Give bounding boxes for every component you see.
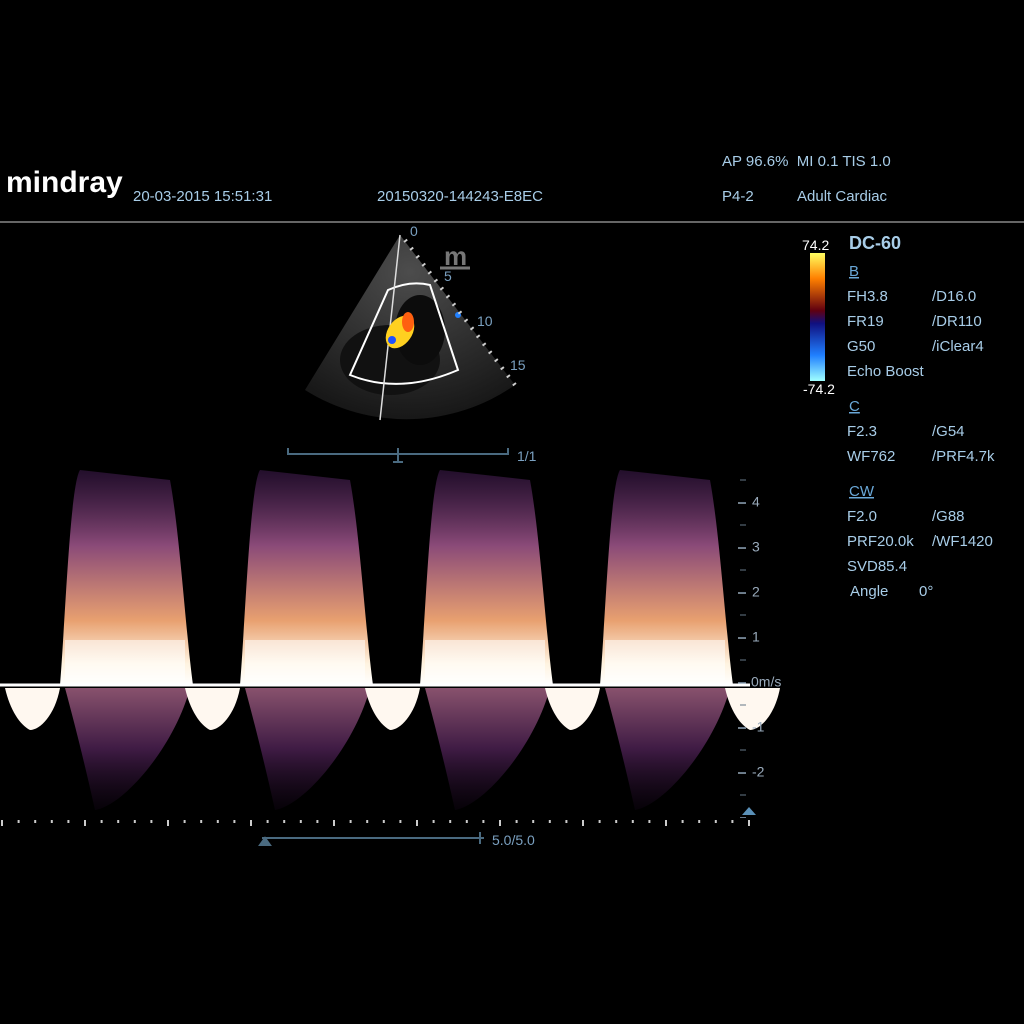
axis-marker bbox=[742, 807, 756, 815]
velocity-label: 4 bbox=[752, 494, 760, 510]
parameter: /WF1420 bbox=[932, 533, 993, 550]
valve-click bbox=[5, 688, 60, 730]
parameter-panel: B FH3.8/D16.0 FR19/DR110 G50/iClear4 Echo Bo… bbox=[847, 263, 995, 600]
flow-core bbox=[425, 640, 545, 680]
doppler-spectrum bbox=[5, 470, 780, 810]
parameter: SVD85.4 bbox=[847, 558, 907, 575]
flow-core bbox=[245, 640, 365, 680]
color-bar bbox=[810, 253, 825, 381]
reverse-flow bbox=[65, 688, 190, 810]
parameter: FH3.8 bbox=[847, 288, 888, 305]
valve-click bbox=[725, 688, 780, 730]
velocity-label: -2 bbox=[752, 764, 765, 780]
reverse-flow bbox=[605, 688, 730, 810]
valve-click bbox=[185, 688, 240, 730]
sweep-speed: 5.0/5.0 bbox=[492, 832, 535, 848]
systolic-flow bbox=[60, 470, 193, 685]
velocity-label: 3 bbox=[752, 539, 760, 555]
parameter: /G88 bbox=[932, 508, 965, 525]
depth-mark: 10 bbox=[477, 313, 493, 329]
valve-click bbox=[545, 688, 600, 730]
datetime: 20-03-2015 15:51:31 bbox=[133, 188, 272, 205]
reverse-flow bbox=[245, 688, 370, 810]
flow-core bbox=[605, 640, 725, 680]
parameter: /G54 bbox=[932, 423, 965, 440]
parameter: PRF20.0k bbox=[847, 533, 914, 550]
velocity-label: 2 bbox=[752, 584, 760, 600]
systolic-flow bbox=[420, 470, 553, 685]
section-title: B bbox=[849, 263, 859, 280]
valve-click bbox=[365, 688, 420, 730]
parameter: F2.3 bbox=[847, 423, 877, 440]
parameter: /D16.0 bbox=[932, 288, 976, 305]
color-bar-min: -74.2 bbox=[803, 381, 835, 397]
depth-mark: 15 bbox=[510, 357, 526, 373]
parameter: /DR110 bbox=[932, 313, 982, 330]
acoustic-output: AP 96.6% MI 0.1 TIS 1.0 bbox=[722, 153, 891, 170]
parameter: /PRF4.7k bbox=[932, 448, 995, 465]
probe: P4-2 bbox=[722, 188, 754, 205]
velocity-label: -1 bbox=[752, 719, 765, 735]
depth-mark: 0 bbox=[410, 223, 418, 239]
velocity-label: 1 bbox=[752, 629, 760, 645]
reverse-flow bbox=[425, 688, 550, 810]
svg-text:m: m bbox=[444, 241, 467, 271]
parameter: Angle bbox=[850, 583, 888, 600]
color-bar-max: 74.2 bbox=[802, 237, 829, 253]
exam-id: 20150320-144243-E8EC bbox=[377, 188, 543, 205]
parameter: /iClear4 bbox=[932, 338, 984, 355]
systolic-flow bbox=[600, 470, 733, 685]
velocity-label: 0m/s bbox=[751, 674, 781, 690]
depth-mark: 5 bbox=[444, 268, 452, 284]
frame-bar bbox=[287, 448, 509, 463]
parameter: G50 bbox=[847, 338, 875, 355]
logo: mindray bbox=[6, 166, 123, 199]
time-ticks bbox=[1, 820, 750, 826]
parameter: F2.0 bbox=[847, 508, 877, 525]
mode-title: DC-60 bbox=[849, 233, 901, 253]
parameter: Echo Boost bbox=[847, 363, 925, 380]
systolic-flow bbox=[240, 470, 373, 685]
frame-counter: 1/1 bbox=[517, 448, 537, 464]
flow-core bbox=[65, 640, 185, 680]
section-title: CW bbox=[849, 483, 875, 500]
section-title: C bbox=[849, 398, 860, 415]
parameter: WF762 bbox=[847, 448, 895, 465]
parameter: FR19 bbox=[847, 313, 884, 330]
velocity-axis: 4 3 2 1 0m/s -1 -2 bbox=[738, 479, 781, 818]
sweep-bar bbox=[258, 832, 484, 846]
parameter: 0° bbox=[919, 583, 933, 600]
sector-image: m bbox=[305, 234, 517, 421]
preset: Adult Cardiac bbox=[797, 188, 888, 205]
